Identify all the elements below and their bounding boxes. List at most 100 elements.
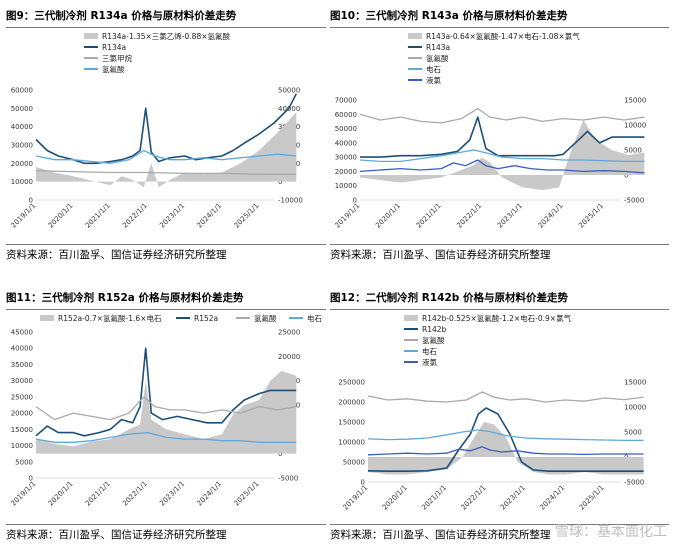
series-line-main <box>35 347 297 437</box>
legend-label: R143a-0.64×氢氟酸-1.47×电石-1.08×氯气 <box>426 31 580 41</box>
y-left-tick-label: 30000 <box>335 154 357 162</box>
x-tick-label: 2023/1/1 <box>158 480 186 508</box>
chart-source: 资料来源：百川盈孚、国信证券经济研究所整理 <box>6 244 326 264</box>
y-left-tick-label: 150000 <box>338 419 365 427</box>
series-area-spread <box>36 370 297 454</box>
y-left-tick-label: 40000 <box>335 139 357 147</box>
series-area-spread <box>36 112 297 188</box>
y-left-tick-label: 40000 <box>11 345 33 353</box>
y-right-tick-label: -5000 <box>278 475 298 483</box>
series-line-acid <box>359 107 645 124</box>
series-line-main <box>360 116 645 158</box>
series-line-fourth <box>367 446 644 456</box>
y-right-tick-label: -10000 <box>278 197 303 205</box>
y-left-tick-label: 50000 <box>343 459 365 467</box>
series-line-third <box>359 149 645 163</box>
series-line-acid <box>35 170 297 175</box>
y-left-tick-label: 20000 <box>11 160 33 168</box>
x-tick-label: 2020/1/1 <box>381 484 409 512</box>
legend-label: 氢氟酸 <box>422 335 445 345</box>
chart-legend: R143a-0.64×氢氟酸-1.47×电石-1.08×氯气 R143a氢氟酸电石… <box>408 31 580 85</box>
legend-label: R142b-0.525×氢氟酸-1.2×电石-0.9×氯气 <box>422 313 572 323</box>
y-left-tick-label: 25000 <box>11 393 33 401</box>
x-tick-label: 2021/1/1 <box>415 202 443 230</box>
chart-panel-r134a: 图9：三代制冷剂 R134a 价格与原材料价差走势 0 10000 20000 300… <box>6 6 326 266</box>
series-line-fourth <box>359 159 645 174</box>
y-left-tick-label: 200000 <box>338 399 365 407</box>
series-area-spread <box>368 422 644 475</box>
chart-r134a: 0100002000030000400005000060000-10000010… <box>10 31 303 230</box>
y-right-tick-label: 15000 <box>624 97 646 105</box>
x-tick-label: 2023/1/1 <box>158 202 186 230</box>
x-tick-label: 2019/1/1 <box>334 202 362 230</box>
chart-title: 图12：二代制冷剂 R142b 价格与原材料价差走势 <box>330 288 669 310</box>
series-line-third <box>35 431 297 443</box>
y-left-tick-label: 40000 <box>11 123 33 131</box>
x-tick-label: 2022/1/1 <box>121 202 149 230</box>
y-right-tick-label: 0 <box>278 450 282 458</box>
legend-label: R152a-0.7×氢氟酸-1.6×电石 <box>58 313 162 323</box>
x-tick-label: 2024/1/1 <box>537 202 565 230</box>
series-line-main <box>35 93 298 165</box>
x-tick-label: 2019/1/1 <box>10 480 38 508</box>
legend-label: 氢氟酸 <box>426 53 449 63</box>
legend-label: R134a <box>102 43 126 52</box>
legend-label: 液氯 <box>422 357 437 367</box>
y-right-tick-label: 50000 <box>278 87 300 95</box>
x-tick-label: 2022/1/1 <box>121 480 149 508</box>
y-left-tick-label: 100000 <box>338 439 365 447</box>
y-left-tick-label: 0 <box>29 197 33 205</box>
legend-label: 氢氟酸 <box>254 313 277 323</box>
watermark: 雪球：基本面化工 <box>555 524 667 540</box>
y-left-tick-label: 70000 <box>335 97 357 105</box>
x-tick-label: 2025/1/1 <box>578 484 606 512</box>
x-tick-label: 2024/1/1 <box>538 484 566 512</box>
chart-panel-r143a: 图10：三代制冷剂 R143a 价格与原材料价差走势 0 10000 20000 30… <box>330 6 669 266</box>
y-left-tick-label: 35000 <box>11 361 33 369</box>
legend-swatch <box>404 315 418 321</box>
y-right-tick-label: 25000 <box>278 329 300 337</box>
chart-title: 图9：三代制冷剂 R134a 价格与原材料价差走势 <box>6 6 326 28</box>
legend-swatch <box>408 33 422 39</box>
x-tick-label: 2019/1/1 <box>342 484 370 512</box>
series-line-third <box>367 429 644 442</box>
x-tick-label: 2021/1/1 <box>420 484 448 512</box>
series-line-acid <box>35 396 297 421</box>
chart-legend: R152a-0.7×氢氟酸-1.6×电石 R152a 氢氟酸 电石 <box>40 313 322 323</box>
x-tick-label: 2024/1/1 <box>195 480 223 508</box>
chart-title: 图11：三代制冷剂 R152a 价格与原材料价差走势 <box>6 288 326 310</box>
y-right-tick-label: 10000 <box>624 404 646 412</box>
legend-label: R134a-1.35×三氯乙烯-0.88×氢氟酸 <box>102 31 231 41</box>
legend-swatch <box>40 315 54 321</box>
y-right-tick-label: -5000 <box>624 197 644 205</box>
legend-label: R142b <box>422 325 447 334</box>
y-left-tick-label: 45000 <box>11 329 33 337</box>
x-tick-label: 2023/1/1 <box>499 484 527 512</box>
legend-label: 氢氟酸 <box>102 64 125 74</box>
y-right-tick-label: 15000 <box>624 379 646 387</box>
x-tick-label: 2025/1/1 <box>233 480 261 508</box>
x-tick-label: 2021/1/1 <box>84 202 112 230</box>
legend-label: 液氯 <box>426 75 441 85</box>
series-line-acid <box>367 391 644 403</box>
x-tick-label: 2025/1/1 <box>577 202 605 230</box>
x-tick-label: 2021/1/1 <box>84 480 112 508</box>
x-tick-label: 2022/1/1 <box>455 202 483 230</box>
series-line-main <box>367 407 644 472</box>
y-right-tick-label: 5000 <box>624 429 642 437</box>
y-right-tick-label: 10000 <box>624 122 646 130</box>
y-right-tick-label: 5000 <box>624 147 642 155</box>
y-left-tick-label: 50000 <box>335 125 357 133</box>
y-left-tick-label: 5000 <box>15 458 33 466</box>
x-tick-label: 2023/1/1 <box>496 202 524 230</box>
legend-label: 电石 <box>307 313 322 323</box>
chart-r142b: 050000100000150000200000250000-500005000… <box>338 313 646 512</box>
legend-label: R152a <box>194 314 218 323</box>
y-right-tick-label: 0 <box>624 172 628 180</box>
y-left-tick-label: 20000 <box>335 168 357 176</box>
legend-label: R143a <box>426 43 450 52</box>
x-tick-label: 2025/1/1 <box>233 202 261 230</box>
y-left-tick-label: 50000 <box>11 105 33 113</box>
y-left-tick-label: 30000 <box>11 142 33 150</box>
x-tick-label: 2022/1/1 <box>460 484 488 512</box>
